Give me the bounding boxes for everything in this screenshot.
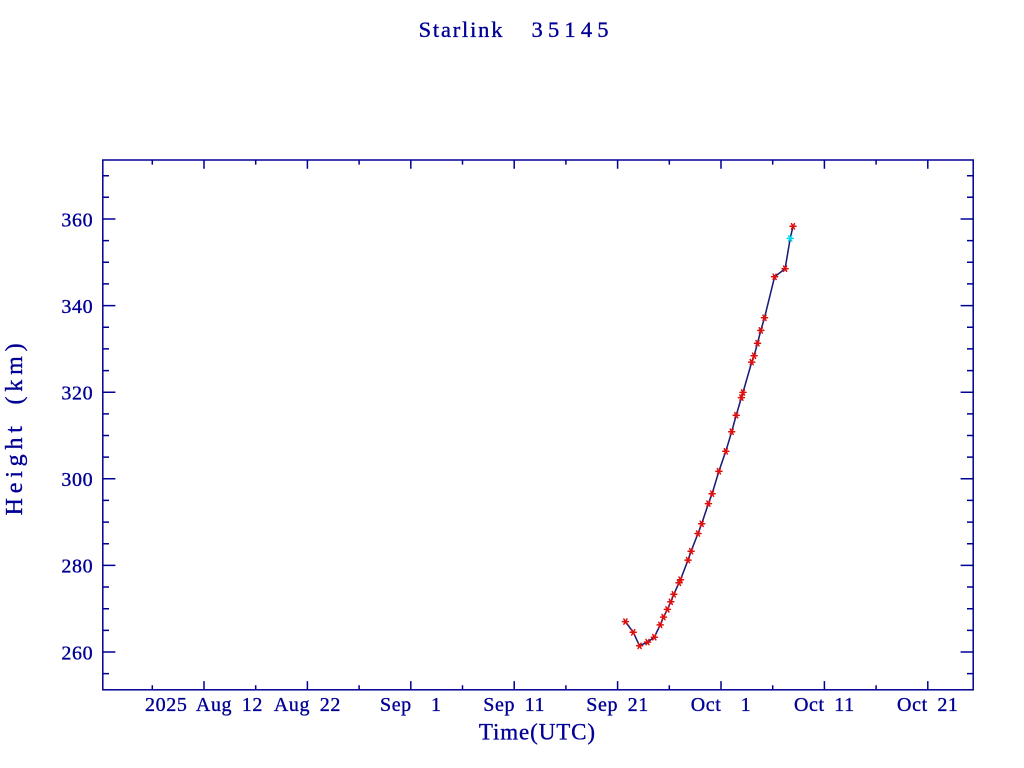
svg-text:2025 Aug 12: 2025 Aug 12 — [145, 694, 263, 716]
svg-text:360: 360 — [61, 209, 93, 231]
svg-text:Oct 1: Oct 1 — [691, 694, 751, 716]
svg-text:Sep 11: Sep 11 — [483, 694, 545, 716]
svg-text:Time(UTC): Time(UTC) — [479, 720, 596, 745]
svg-text:Starlink: Starlink — [419, 17, 505, 42]
svg-text:Oct 21: Oct 21 — [897, 694, 958, 716]
svg-text:Aug 22: Aug 22 — [274, 694, 341, 716]
svg-text:340: 340 — [61, 296, 93, 318]
svg-text:Sep 1: Sep 1 — [380, 694, 442, 716]
svg-text:260: 260 — [61, 642, 93, 664]
svg-text:35145: 35145 — [532, 17, 614, 42]
svg-text:320: 320 — [61, 383, 93, 405]
svg-text:Oct 11: Oct 11 — [794, 694, 855, 716]
svg-text:280: 280 — [61, 556, 93, 578]
svg-text:300: 300 — [61, 469, 93, 491]
svg-text:Height (km): Height (km) — [2, 339, 28, 516]
svg-text:Sep 21: Sep 21 — [586, 694, 649, 716]
